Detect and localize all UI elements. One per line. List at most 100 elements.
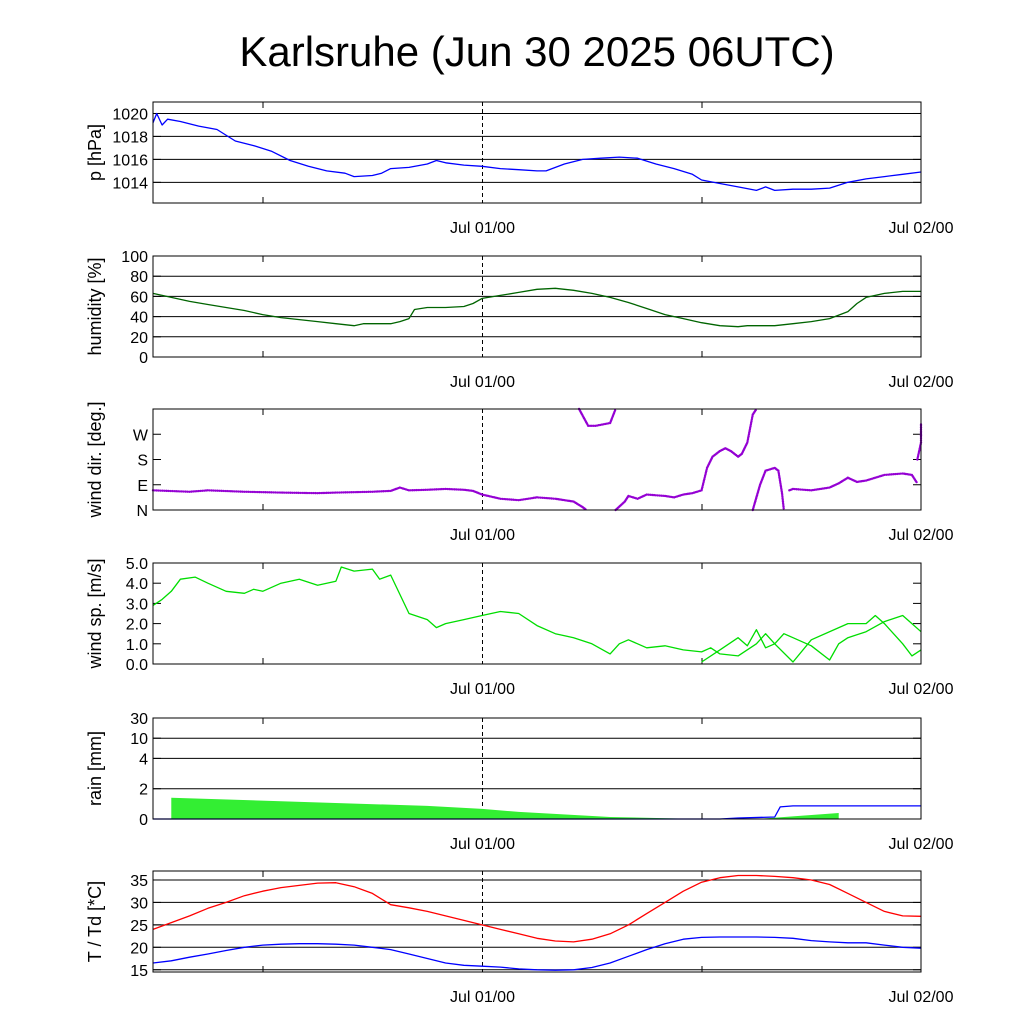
y-tick-label: E <box>137 478 148 495</box>
wind-dir-point <box>427 488 431 491</box>
wind-dir-point <box>782 507 785 510</box>
wind-dir-point <box>793 487 797 491</box>
y-tick-label: 0 <box>139 350 148 367</box>
wind-dir-point <box>275 491 279 494</box>
wind-dir-point <box>155 489 159 492</box>
wind-dir-point <box>376 490 380 493</box>
wind-dir-point <box>645 493 648 496</box>
y-tick-label: W <box>133 427 149 444</box>
wind-dir-point <box>791 487 795 491</box>
wind-dir-point <box>336 491 339 494</box>
wind-dir-point <box>754 408 757 412</box>
y-tick-label: 2.0 <box>126 617 148 634</box>
series-line-1 <box>152 874 922 943</box>
wind-dir-point <box>440 487 444 491</box>
wind-dir-point <box>590 424 594 428</box>
wind-dir-point <box>323 491 327 495</box>
wind-dir-point <box>384 489 387 493</box>
wind-dir-point <box>223 489 227 493</box>
wind-dir-point <box>163 489 166 493</box>
y-tick-label: 40 <box>130 310 148 327</box>
wind-dir-point <box>172 489 176 493</box>
panel-frame <box>152 717 922 820</box>
wind-dir-point <box>416 488 420 492</box>
wind-dir-point <box>231 490 235 493</box>
wind-dir-point <box>457 488 460 491</box>
wind-dir-point <box>444 487 447 491</box>
wind-dir-point <box>369 490 372 494</box>
y-tick-label: 4.0 <box>126 576 148 593</box>
wind-dir-point <box>178 490 182 493</box>
wind-dir-point <box>894 472 897 476</box>
wind-dir-point <box>169 489 172 493</box>
wind-dir-point <box>799 488 802 491</box>
wind-dir-point <box>460 488 464 491</box>
wind-dir-point <box>199 489 202 493</box>
wind-dir-point <box>499 497 502 500</box>
wind-dir-point <box>437 488 440 491</box>
wind-dir-point <box>329 491 332 494</box>
wind-dir-point <box>888 473 892 476</box>
wind-dir-point <box>262 491 265 494</box>
x-tick-label: Jul 02/00 <box>889 681 954 698</box>
y-tick-label: 1016 <box>112 152 148 169</box>
wind-dir-point <box>899 472 903 475</box>
wind-dir-point <box>188 490 191 493</box>
panel-5: 0 2 4 10 30 Jul 01/00 Jul 02/00 rain [mm] <box>85 711 954 853</box>
wind-dir-point <box>438 488 442 491</box>
wind-dir-point <box>382 490 385 493</box>
wind-dir-point <box>216 489 219 492</box>
x-tick-label: Jul 01/00 <box>450 374 515 391</box>
wind-dir-point <box>348 491 351 494</box>
wind-dir-point <box>342 491 345 494</box>
wind-dir-point <box>203 489 206 492</box>
panel-6: 15 20 25 30 35 Jul 01/00 Jul 02/00 T / Td [*C] <box>85 870 954 1006</box>
wind-dir-point <box>651 493 654 497</box>
wind-dir-point <box>539 496 542 499</box>
chart-title: Karlsruhe (Jun 30 2025 06UTC) <box>239 28 834 75</box>
wind-dir-point <box>266 491 269 494</box>
y-axis-label: humidity [%] <box>85 257 105 355</box>
wind-dir-point <box>346 491 349 494</box>
wind-dir-point <box>227 489 231 493</box>
wind-dir-point <box>289 491 292 494</box>
wind-dir-point <box>656 494 659 497</box>
wind-dir-point <box>218 489 221 493</box>
wind-dir-point <box>193 490 197 493</box>
wind-dir-point <box>220 489 223 493</box>
wind-dir-point <box>321 491 325 495</box>
wind-dir-point <box>513 498 517 502</box>
x-tick-label: Jul 02/00 <box>889 836 954 853</box>
wind-dir-point <box>652 493 656 497</box>
wind-dir-point <box>293 491 296 495</box>
wind-dir-point <box>504 497 508 501</box>
wind-dir-point <box>446 487 449 491</box>
panel-4: 0.0 1.0 2.0 3.0 4.0 5.0 Jul 01/00 Jul 02/00 wind… <box>85 556 954 698</box>
wind-dir-point <box>320 491 323 495</box>
y-tick-label: 0.0 <box>126 657 148 674</box>
wind-dir-point <box>252 490 256 494</box>
wind-dir-point <box>455 488 458 491</box>
wind-dir-point <box>415 488 418 492</box>
wind-dir-point <box>502 497 506 501</box>
wind-dir-point <box>258 490 262 494</box>
x-tick-label: Jul 01/00 <box>450 220 515 237</box>
wind-dir-point <box>435 488 438 491</box>
wind-dir-point <box>249 490 252 494</box>
wind-dir-point <box>378 490 381 493</box>
wind-dir-point <box>365 490 368 494</box>
wind-dir-point <box>190 490 193 493</box>
wind-dir-point <box>592 424 595 428</box>
wind-dir-point <box>247 490 250 494</box>
wind-dir-point <box>535 496 539 499</box>
wind-dir-point <box>512 498 515 501</box>
wind-dir-point <box>192 490 195 493</box>
wind-dir-point <box>413 488 416 492</box>
y-axis-label: wind dir. [deg.] <box>85 401 105 518</box>
wind-dir-point <box>237 490 240 493</box>
wind-dir-point <box>453 488 456 491</box>
wind-dir-point <box>448 487 451 491</box>
wind-dir-point <box>367 490 370 494</box>
y-tick-label: 1020 <box>112 106 148 123</box>
